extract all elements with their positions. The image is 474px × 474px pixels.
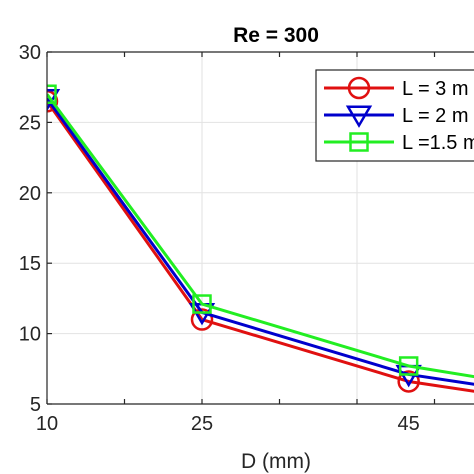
series-3 [47, 84, 474, 379]
series-line [47, 93, 474, 379]
data-point [192, 294, 212, 314]
x-tick-label: 45 [398, 413, 420, 435]
legend-item: L =1.5 m [324, 132, 474, 154]
series-line [47, 100, 474, 393]
series-1 [47, 90, 474, 393]
x-axis-label: D (mm) [241, 450, 311, 473]
x-tick-label: 25 [191, 413, 213, 435]
y-tick-label: 5 [30, 394, 41, 416]
y-tick-label: 25 [19, 112, 41, 134]
legend-label: L = 3 m [402, 78, 469, 100]
series-layer [47, 84, 474, 393]
legend-label: L = 2 m [402, 105, 469, 127]
legend-marker [347, 76, 371, 100]
legend-item: L = 3 m [324, 76, 469, 100]
y-tick-label: 20 [19, 183, 41, 205]
x-tick-label: 10 [36, 413, 58, 435]
chart-title: Re = 300 [233, 24, 319, 47]
legend: L = 3 m L = 2 m L =1.5 m [315, 69, 474, 162]
series-line [47, 97, 474, 386]
data-point [47, 84, 57, 104]
data-point [190, 308, 214, 331]
legend-marker [345, 105, 373, 128]
data-point [398, 356, 419, 376]
axes [46, 51, 474, 405]
y-tick-label: 10 [19, 324, 41, 346]
y-tick-label: 30 [19, 42, 41, 64]
y-tick-label: 15 [19, 253, 41, 275]
data-point [47, 90, 59, 113]
data-point [397, 370, 420, 393]
legend-label: L =1.5 m [402, 132, 474, 154]
legend-marker [349, 132, 369, 152]
legend-item: L = 2 m [324, 105, 469, 128]
